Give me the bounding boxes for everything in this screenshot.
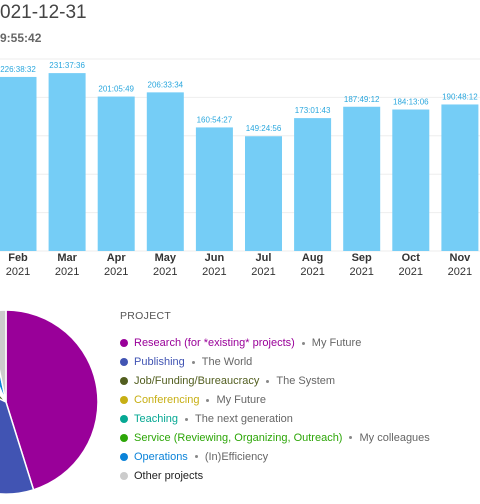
- separator-dot-icon: [191, 360, 195, 364]
- bar-value-label: 201:05:49: [98, 85, 134, 94]
- pie-slice-1[interactable]: [0, 361, 35, 495]
- bar-value-label: 231:37:36: [49, 61, 85, 70]
- bar-feb[interactable]: [0, 76, 37, 251]
- bar-value-label: 184:13:06: [393, 98, 429, 107]
- legend-dot-icon: [120, 415, 128, 423]
- legend-dot-icon: [120, 471, 128, 480]
- separator-dot-icon: [206, 398, 210, 402]
- bar-value-label: 149:24:56: [246, 124, 282, 133]
- legend-dot-icon: [120, 433, 128, 442]
- legend-project-name: Conferencing: [134, 394, 200, 407]
- x-tick-year: 2021: [6, 266, 30, 278]
- x-tick-year: 2021: [153, 266, 177, 278]
- project-pie-chart: [0, 309, 99, 495]
- legend-client-name: My Future: [311, 337, 362, 350]
- bar-value-label: 190:48:12: [442, 92, 478, 101]
- bar-value-label: 160:54:27: [197, 115, 233, 124]
- x-tick-year: 2021: [202, 266, 226, 278]
- bar-value-label: 206:33:34: [148, 80, 184, 89]
- legend-project-name: Teaching: [134, 413, 179, 425]
- bar-jun[interactable]: [195, 127, 233, 251]
- bar-apr[interactable]: [97, 96, 135, 251]
- x-tick-month: Mar: [57, 252, 77, 264]
- bar-value-label: 173:01:43: [295, 106, 331, 115]
- legend-client-name: (In)Efficiency: [204, 450, 269, 463]
- pie-slice-7[interactable]: [0, 309, 7, 403]
- legend-item[interactable]: Publishing The World: [120, 353, 480, 372]
- x-tick-year: 2021: [104, 266, 128, 278]
- legend-item[interactable]: Teaching The next generation: [120, 410, 480, 429]
- legend-project-name: Research (for *existing* projects): [134, 337, 295, 350]
- legend-client-name: The next generation: [195, 413, 293, 425]
- x-tick-month: Apr: [107, 252, 127, 264]
- x-tick-month: Nov: [450, 252, 472, 264]
- bar-value-label: 187:49:12: [344, 95, 380, 104]
- legend-dot-icon: [120, 358, 128, 367]
- bar-aug[interactable]: [294, 118, 332, 251]
- legend-project-name: Job/Funding/Bureaucracy: [134, 375, 260, 388]
- bar-oct[interactable]: [392, 109, 430, 251]
- x-tick-month: Feb: [8, 252, 28, 264]
- legend-project-name: Operations: [134, 450, 188, 463]
- separator-dot-icon: [194, 455, 198, 459]
- legend-dot-icon: [120, 377, 128, 386]
- legend-dot-icon: [120, 339, 128, 348]
- bar-jul[interactable]: [245, 136, 282, 251]
- legend-item[interactable]: Research (for *existing* projects) My Fut…: [120, 334, 480, 353]
- date-range: 021-12-31: [0, 2, 87, 23]
- x-tick-year: 2021: [251, 266, 275, 278]
- bar-may[interactable]: [146, 92, 184, 251]
- x-tick-year: 2021: [399, 266, 423, 278]
- pie-slice-0[interactable]: [5, 309, 99, 491]
- legend-item[interactable]: Operations (In)Efficiency: [120, 447, 480, 466]
- bar-nov[interactable]: [441, 104, 479, 251]
- legend-item[interactable]: Service (Reviewing, Organizing, Outreach…: [120, 428, 480, 447]
- separator-dot-icon: [349, 436, 353, 440]
- legend-project-name: Service (Reviewing, Organizing, Outreach…: [134, 431, 343, 444]
- legend-item[interactable]: Other projects: [120, 466, 480, 485]
- monthly-bar-chart: 226:38:32 Feb 2021 231:37:36 Mar 2021 201:05:4…: [0, 58, 480, 278]
- bar-sep[interactable]: [343, 106, 381, 251]
- legend-client-name: The System: [276, 375, 336, 388]
- total-duration: 9:55:42: [0, 31, 42, 45]
- x-tick-month: Oct: [402, 252, 421, 264]
- legend-project-name: Other projects: [134, 469, 204, 482]
- legend-item[interactable]: Job/Funding/Bureaucracy The System: [120, 372, 480, 391]
- x-tick-year: 2021: [448, 266, 472, 278]
- legend-title: PROJECT: [120, 310, 172, 322]
- x-tick-month: Sep: [352, 252, 372, 264]
- legend-client-name: The World: [201, 356, 253, 369]
- x-tick-month: Jun: [205, 252, 225, 264]
- x-tick-year: 2021: [300, 266, 324, 278]
- legend-client-name: My Future: [216, 394, 266, 407]
- x-tick-year: 2021: [55, 266, 79, 278]
- x-tick-month: May: [155, 252, 177, 264]
- separator-dot-icon: [301, 341, 305, 345]
- x-tick-month: Aug: [302, 252, 323, 264]
- legend-project-name: Publishing: [134, 356, 185, 369]
- legend-client-name: My colleagues: [359, 431, 430, 444]
- project-legend: PROJECT Research (for *existing* project…: [120, 310, 480, 485]
- bar-value-label: 226:38:32: [0, 65, 36, 74]
- separator-dot-icon: [185, 417, 189, 421]
- separator-dot-icon: [266, 379, 270, 383]
- x-tick-month: Jul: [256, 252, 272, 264]
- bar-mar[interactable]: [48, 73, 86, 252]
- legend-dot-icon: [120, 452, 128, 461]
- x-tick-year: 2021: [349, 266, 373, 278]
- legend-item[interactable]: Conferencing My Future: [120, 391, 480, 410]
- legend-dot-icon: [120, 396, 128, 405]
